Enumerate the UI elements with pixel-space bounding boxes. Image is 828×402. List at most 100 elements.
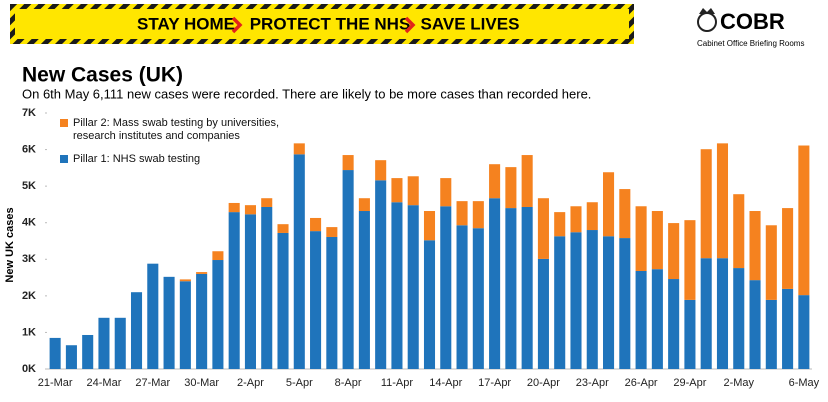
bar-segment	[635, 206, 647, 271]
y-tick-label: 6K	[22, 143, 36, 155]
bar-segment	[505, 167, 517, 209]
chart-title: New Cases (UK)	[22, 64, 183, 87]
bar-segment	[798, 145, 810, 296]
bar-segment	[326, 227, 338, 237]
x-tick-label: 23-Apr	[576, 377, 609, 389]
bar-segment	[554, 236, 566, 369]
x-tick-label: 6-May	[789, 377, 820, 389]
bar-segment	[293, 154, 305, 369]
banner-item: STAY HOME	[137, 14, 235, 33]
banner-item: SAVE LIVES	[421, 14, 520, 33]
bar-segment	[293, 143, 305, 155]
bar-segment	[342, 155, 354, 171]
bar-segment	[684, 299, 696, 369]
x-tick-label: 2-May	[723, 377, 754, 389]
bar-segment	[277, 224, 289, 233]
x-tick-label: 26-Apr	[625, 377, 658, 389]
bar-segment	[733, 194, 745, 269]
bar-segment	[537, 198, 549, 259]
y-tick-label: 2K	[22, 290, 36, 302]
y-tick-label: 7K	[22, 107, 36, 119]
x-tick-label: 17-Apr	[478, 377, 511, 389]
bar-segment	[407, 176, 419, 206]
bar-segment	[423, 211, 436, 241]
banner	[15, 9, 629, 39]
bar-segment	[619, 189, 631, 239]
bar-segment	[586, 202, 598, 231]
bar-segment	[407, 205, 419, 369]
banner-item: PROTECT THE NHS	[250, 14, 411, 33]
legend-swatch	[60, 155, 68, 163]
bar-segment	[537, 258, 549, 369]
bar-segment	[196, 273, 208, 369]
bar-segment	[489, 164, 501, 199]
legend-swatch	[60, 119, 68, 127]
bar-segment	[668, 223, 680, 280]
bar-segment	[261, 206, 273, 369]
x-tick-label: 27-Mar	[135, 377, 170, 389]
bar-segment	[375, 180, 387, 369]
bar-segment	[358, 198, 370, 212]
bar-segment	[456, 225, 468, 369]
bar-segment	[179, 281, 191, 369]
y-tick-label: 0K	[22, 363, 36, 375]
bar-segment	[423, 240, 436, 369]
bar-segment	[716, 258, 729, 369]
x-tick-label: 2-Apr	[237, 377, 264, 389]
logo-name: COBR	[720, 9, 785, 34]
bar-segment	[358, 211, 370, 369]
bar-segment	[505, 208, 517, 369]
y-tick-label: 3K	[22, 253, 36, 265]
bar-segment	[472, 201, 484, 229]
bar-segment	[700, 149, 712, 259]
bar-segment	[228, 212, 240, 369]
bar-segment	[179, 279, 191, 282]
bar-segment	[554, 212, 566, 237]
bar-segment	[700, 258, 712, 369]
bar-segment	[163, 276, 175, 369]
bar-segment	[765, 299, 777, 369]
bar-segment	[391, 178, 403, 203]
bar-segment	[98, 317, 110, 369]
bar-segment	[228, 202, 240, 213]
bar-segment	[82, 334, 94, 369]
bar-segment	[603, 236, 615, 369]
bar-segment	[130, 292, 143, 369]
bar-segment	[310, 217, 322, 232]
bar-segment	[196, 272, 208, 274]
bar-segment	[635, 270, 647, 369]
chart-subtitle: On 6th May 6,111 new cases were recorded…	[22, 86, 591, 101]
bar-segment	[749, 280, 761, 369]
bar-segment	[489, 198, 501, 369]
x-tick-label: 20-Apr	[527, 377, 560, 389]
chevron	[231, 16, 243, 34]
x-tick-label: 24-Mar	[87, 377, 122, 389]
bar-segment	[244, 214, 256, 369]
x-tick-label: 5-Apr	[286, 377, 313, 389]
legend-item: Pillar 2: Mass swab testing by universit…	[60, 117, 310, 143]
bar-segment	[668, 279, 680, 369]
bar-segment	[147, 263, 159, 369]
y-tick-label: 5K	[22, 180, 36, 192]
x-tick-label: 8-Apr	[335, 377, 362, 389]
x-tick-label: 14-Apr	[429, 377, 462, 389]
bar-segment	[391, 202, 403, 369]
bar-segment	[765, 225, 777, 300]
legend-label: Pillar 1: NHS swab testing	[73, 153, 201, 165]
bar-segment	[586, 230, 598, 369]
bar-segment	[716, 143, 729, 259]
bar-segment	[733, 268, 745, 369]
bar-segment	[684, 220, 696, 300]
x-tick-label: 30-Mar	[184, 377, 219, 389]
logo-subtitle: Cabinet Office Briefing Rooms	[697, 39, 804, 48]
bar-segment	[212, 260, 224, 369]
bar-segment	[456, 201, 468, 226]
bar-segment	[342, 170, 354, 369]
y-axis-label: New UK cases	[4, 207, 16, 282]
crest	[697, 8, 717, 32]
bar-segment	[440, 206, 452, 369]
bar-segment	[651, 269, 663, 369]
bar-segment	[521, 155, 533, 207]
x-tick-label: 11-Apr	[381, 377, 414, 389]
bar-segment	[49, 337, 61, 369]
